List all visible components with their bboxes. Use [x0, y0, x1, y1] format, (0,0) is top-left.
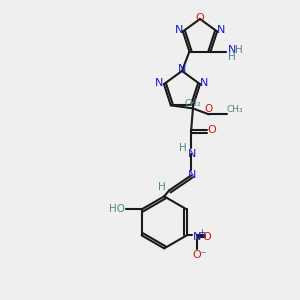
- Text: HO: HO: [109, 204, 125, 214]
- Text: H: H: [179, 143, 187, 153]
- Text: H: H: [228, 52, 236, 61]
- Text: ⁻: ⁻: [200, 250, 205, 260]
- Text: CH₃: CH₃: [226, 105, 243, 114]
- Text: N: N: [155, 78, 163, 88]
- Text: N: N: [175, 26, 183, 35]
- Text: N: N: [188, 170, 196, 180]
- Text: CH₂: CH₂: [184, 99, 201, 108]
- Text: O: O: [202, 232, 211, 242]
- Text: +: +: [198, 228, 205, 237]
- Text: N: N: [227, 45, 236, 55]
- Text: N: N: [188, 149, 196, 159]
- Text: H: H: [235, 45, 242, 55]
- Text: N: N: [178, 64, 186, 74]
- Text: O: O: [205, 104, 213, 114]
- Text: N: N: [193, 232, 201, 242]
- Text: O: O: [208, 125, 217, 135]
- Text: O: O: [192, 250, 201, 260]
- Text: N: N: [217, 26, 225, 35]
- Text: O: O: [196, 13, 204, 23]
- Text: N: N: [200, 78, 208, 88]
- Text: H: H: [158, 182, 166, 192]
